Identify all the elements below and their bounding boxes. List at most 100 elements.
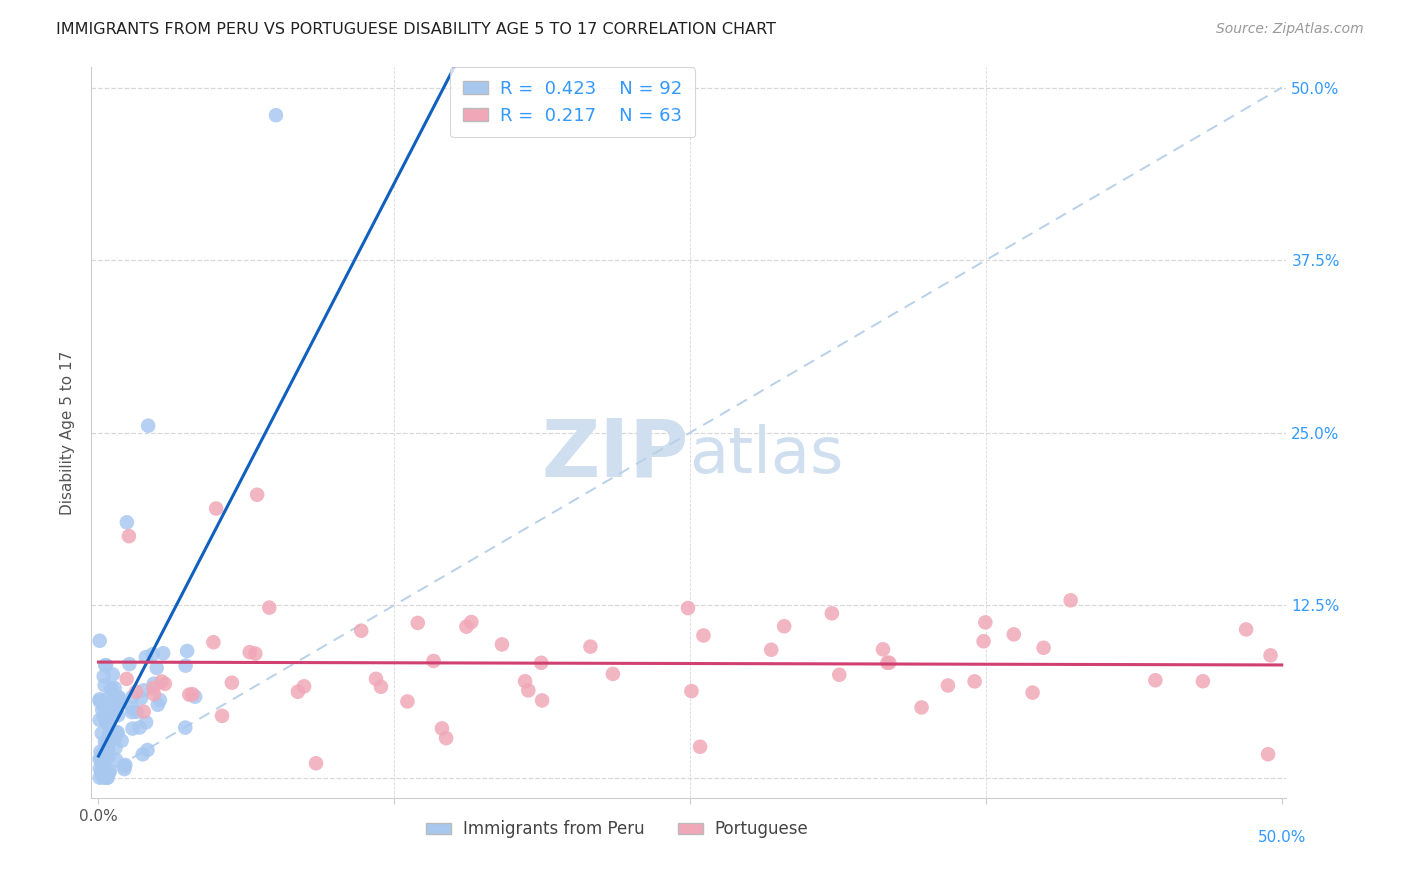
Point <box>773 619 796 633</box>
Point <box>94 747 117 761</box>
Point <box>96 744 118 758</box>
Point <box>434 731 457 745</box>
Point <box>579 640 602 654</box>
Point <box>107 708 129 723</box>
Point <box>430 722 453 736</box>
Point <box>142 677 165 691</box>
Point <box>90 726 112 740</box>
Point <box>100 682 122 697</box>
Point <box>97 742 120 756</box>
Point <box>877 656 900 670</box>
Point <box>174 658 197 673</box>
Point <box>143 687 166 701</box>
Point <box>1192 674 1215 689</box>
Point <box>90 766 112 780</box>
Point <box>96 738 118 752</box>
Point <box>150 674 173 689</box>
Point <box>221 675 243 690</box>
Point <box>89 771 111 785</box>
Point <box>121 690 143 704</box>
Point <box>89 694 111 708</box>
Point <box>287 684 309 698</box>
Point <box>108 696 131 710</box>
Point <box>97 749 120 764</box>
Point <box>118 529 141 543</box>
Text: Source: ZipAtlas.com: Source: ZipAtlas.com <box>1216 22 1364 37</box>
Point <box>602 666 624 681</box>
Point <box>105 753 128 767</box>
Text: IMMIGRANTS FROM PERU VS PORTUGUESE DISABILITY AGE 5 TO 17 CORRELATION CHART: IMMIGRANTS FROM PERU VS PORTUGUESE DISAB… <box>56 22 776 37</box>
Point <box>132 683 155 698</box>
Point <box>105 697 128 711</box>
Point <box>245 647 267 661</box>
Point <box>107 725 129 739</box>
Point <box>114 759 136 773</box>
Point <box>89 633 111 648</box>
Point <box>513 674 536 689</box>
Point <box>121 701 143 715</box>
Legend: Immigrants from Peru, Portuguese: Immigrants from Peru, Portuguese <box>419 814 815 845</box>
Point <box>1260 648 1282 663</box>
Point <box>531 693 554 707</box>
Point <box>517 683 540 698</box>
Point <box>94 658 117 673</box>
Point <box>264 108 287 122</box>
Point <box>689 739 711 754</box>
Point <box>97 716 120 731</box>
Text: 50.0%: 50.0% <box>1257 830 1306 845</box>
Point <box>1234 623 1257 637</box>
Point <box>96 711 118 725</box>
Point <box>205 501 228 516</box>
Point <box>89 752 111 766</box>
Point <box>1021 685 1043 699</box>
Point <box>146 698 169 712</box>
Point <box>91 757 114 772</box>
Point <box>1144 673 1167 688</box>
Point <box>246 488 269 502</box>
Point <box>91 703 114 717</box>
Point <box>121 722 143 736</box>
Point <box>211 709 233 723</box>
Point <box>104 681 127 695</box>
Point <box>202 635 225 649</box>
Point <box>103 703 125 717</box>
Point <box>89 761 111 775</box>
Point <box>131 747 153 762</box>
Point <box>98 765 121 780</box>
Point <box>128 721 150 735</box>
Point <box>110 733 132 747</box>
Point <box>90 765 112 780</box>
Point <box>1059 593 1081 607</box>
Point <box>761 642 783 657</box>
Point <box>135 650 157 665</box>
Point <box>94 753 117 767</box>
Point <box>96 716 118 731</box>
Point <box>121 705 143 719</box>
Point <box>422 654 444 668</box>
Point <box>89 750 111 764</box>
Point <box>96 771 118 785</box>
Point <box>364 672 387 686</box>
Point <box>1002 627 1025 641</box>
Point <box>239 645 262 659</box>
Point <box>152 646 174 660</box>
Point <box>305 756 328 771</box>
Point <box>876 656 898 670</box>
Point <box>142 648 165 662</box>
Point <box>125 685 148 699</box>
Point <box>910 700 932 714</box>
Point <box>176 644 198 658</box>
Point <box>115 672 138 686</box>
Point <box>105 725 128 739</box>
Point <box>370 680 392 694</box>
Point <box>114 758 136 772</box>
Point <box>97 742 120 756</box>
Point <box>94 658 117 673</box>
Point <box>149 693 172 707</box>
Point <box>112 762 135 776</box>
Point <box>491 637 513 651</box>
Point <box>100 706 122 720</box>
Point <box>1257 747 1279 762</box>
Point <box>872 642 894 657</box>
Point <box>142 681 165 695</box>
